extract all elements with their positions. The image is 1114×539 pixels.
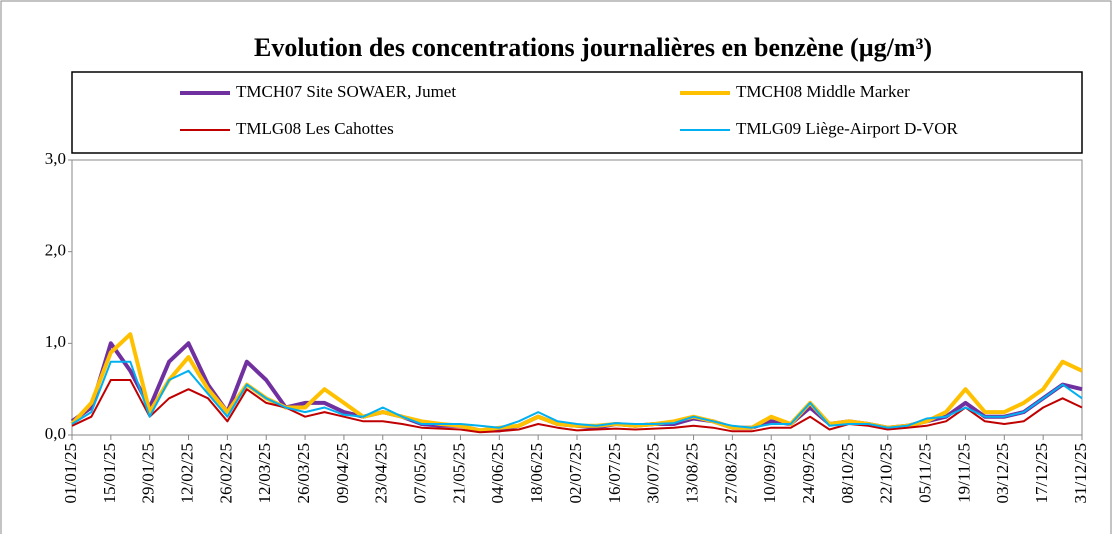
x-tick-label: 05/11/25 (916, 443, 935, 503)
series-line (71, 360, 1083, 429)
legend-label: TMCH07 Site SOWAER, Jumet (236, 82, 456, 101)
x-tick-label: 26/02/25 (216, 443, 235, 503)
x-tick-label: 22/10/25 (877, 443, 896, 503)
x-tick-label: 18/06/25 (527, 443, 546, 503)
x-tick-label: 03/12/25 (993, 443, 1012, 503)
x-tick-label: 02/07/25 (566, 443, 585, 503)
x-tick-label: 09/04/25 (333, 443, 352, 503)
x-tick-label: 12/02/25 (177, 443, 196, 503)
x-tick-label: 30/07/25 (644, 443, 663, 503)
y-tick-label: 3,0 (45, 149, 66, 168)
x-tick-label: 31/12/25 (1071, 443, 1090, 503)
x-tick-label: 19/11/25 (954, 443, 973, 503)
y-tick-label: 1,0 (45, 332, 66, 351)
x-tick-label: 24/09/25 (799, 443, 818, 503)
x-tick-label: 27/08/25 (721, 443, 740, 503)
x-tick-label: 26/03/25 (294, 443, 313, 503)
x-tick-label: 12/03/25 (255, 443, 274, 503)
x-tick-label: 10/09/25 (760, 443, 779, 503)
x-tick-label: 16/07/25 (605, 443, 624, 503)
legend-label: TMCH08 Middle Marker (736, 82, 910, 101)
x-tick-label: 17/12/25 (1032, 443, 1051, 503)
x-tick-label: 21/05/25 (449, 443, 468, 503)
legend-label: TMLG08 Les Cahottes (236, 119, 394, 138)
x-tick-label: 29/01/25 (139, 443, 158, 503)
x-tick-label: 23/04/25 (372, 443, 391, 503)
x-tick-label: 01/01/25 (61, 443, 80, 503)
x-tick-label: 13/08/25 (682, 443, 701, 503)
x-tick-label: 08/10/25 (838, 443, 857, 503)
chart-title: Evolution des concentrations journalière… (254, 33, 932, 62)
plot-area (71, 159, 1083, 436)
legend-label: TMLG09 Liège-Airport D-VOR (736, 119, 959, 138)
series-line (71, 379, 1083, 434)
legend (71, 71, 1083, 154)
x-tick-label: 04/06/25 (488, 443, 507, 503)
y-tick-label: 2,0 (45, 241, 66, 260)
y-tick-label: 0,0 (45, 424, 66, 443)
x-tick-label: 07/05/25 (411, 443, 430, 503)
x-tick-label: 15/01/25 (100, 443, 119, 503)
